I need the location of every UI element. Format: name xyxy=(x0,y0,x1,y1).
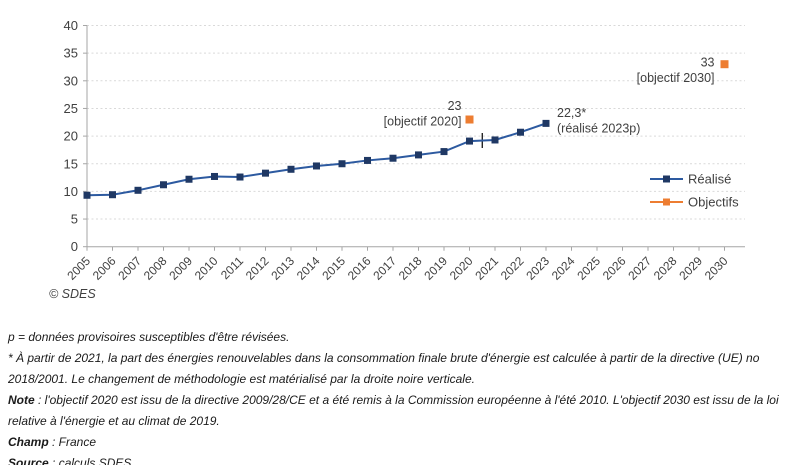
footnote-prefix: Champ xyxy=(8,435,49,449)
footnote-prefix: Note xyxy=(8,393,35,407)
annotation-0-line-1: [objectif 2020] xyxy=(384,115,462,129)
x-tick-label: 2020 xyxy=(447,254,476,283)
x-tick-label: 2019 xyxy=(421,254,450,283)
footnote-provisional: p = données provisoires susceptibles d'ê… xyxy=(8,327,794,348)
footnote-note: Note : l'objectif 2020 est issu de la di… xyxy=(8,390,794,432)
legend-label: Réalisé xyxy=(688,172,731,187)
footnote-text: : l'objectif 2020 est issu de la directi… xyxy=(8,393,779,428)
x-tick-label: 2013 xyxy=(268,254,297,283)
line-chart: 0510152025303540200520062007200820092010… xyxy=(64,18,745,283)
legend-label: Objectifs xyxy=(688,195,739,210)
x-tick-label: 2025 xyxy=(574,254,603,283)
x-tick-label: 2030 xyxy=(702,254,731,283)
credit: © SDES xyxy=(49,287,96,301)
x-tick-label: 2022 xyxy=(498,254,527,283)
series-line-réalisé xyxy=(86,122,547,197)
footnote-text: p = données provisoires susceptibles d'ê… xyxy=(8,330,290,344)
data-point-objectifs-2030[interactable] xyxy=(720,60,729,69)
data-point-objectifs-2020[interactable] xyxy=(465,115,474,124)
x-tick-label: 2026 xyxy=(600,254,629,283)
x-tick-label: 2012 xyxy=(243,254,272,283)
x-tick-label: 2010 xyxy=(192,254,221,283)
x-tick-label: 2009 xyxy=(166,254,195,283)
x-tick-label: 2021 xyxy=(472,254,501,283)
legend-marker xyxy=(663,175,670,183)
y-tick-label: 20 xyxy=(64,129,78,144)
data-point-réalisé-2020[interactable] xyxy=(466,137,473,145)
data-point-réalisé-2011[interactable] xyxy=(236,173,244,181)
data-point-réalisé-2022[interactable] xyxy=(517,128,524,136)
x-tick-label: 2027 xyxy=(625,254,654,283)
legend-marker xyxy=(663,198,670,206)
x-tick-label: 2028 xyxy=(651,254,680,283)
x-tick-label: 2029 xyxy=(676,254,705,283)
x-tick-label: 2008 xyxy=(141,254,170,283)
data-point-réalisé-2009[interactable] xyxy=(185,175,193,183)
annotation-2-line-1: [objectif 2030] xyxy=(637,71,715,85)
x-tick-label: 2018 xyxy=(396,254,425,283)
x-tick-label: 2011 xyxy=(218,254,246,282)
legend-item-objectifs[interactable]: Objectifs xyxy=(650,195,739,210)
y-tick-label: 30 xyxy=(64,73,78,88)
data-point-réalisé-2014[interactable] xyxy=(313,162,320,170)
data-point-réalisé-2015[interactable] xyxy=(338,160,346,168)
x-tick-label: 2007 xyxy=(115,254,144,283)
y-tick-label: 25 xyxy=(64,101,78,116)
x-tick-label: 2017 xyxy=(370,254,399,283)
footnote-source: Source : calculs SDES xyxy=(8,453,794,465)
y-tick-label: 5 xyxy=(71,212,78,227)
footnote-text: : France xyxy=(48,435,97,449)
footnote-prefix: Source xyxy=(8,456,49,465)
x-tick-label: 2024 xyxy=(549,254,578,283)
annotation-0-line-0: 23 xyxy=(448,99,462,113)
annotation-2-line-0: 33 xyxy=(701,56,715,70)
x-tick-label: 2006 xyxy=(90,254,119,283)
data-point-réalisé-2023[interactable] xyxy=(542,119,550,127)
data-point-réalisé-2005[interactable] xyxy=(83,191,91,199)
x-tick-label: 2015 xyxy=(319,254,348,283)
data-point-réalisé-2017[interactable] xyxy=(389,154,397,162)
legend-item-réalisé[interactable]: Réalisé xyxy=(650,172,731,187)
data-point-réalisé-2010[interactable] xyxy=(211,172,218,180)
footnotes: p = données provisoires susceptibles d'ê… xyxy=(8,327,794,465)
annotation-1-line-1: (réalisé 2023p) xyxy=(557,121,640,135)
x-tick-label: 2023 xyxy=(523,254,552,283)
footnote-directive: * À partir de 2021, la part des énergies… xyxy=(8,348,794,390)
data-point-réalisé-2008[interactable] xyxy=(160,181,167,189)
data-point-réalisé-2019[interactable] xyxy=(440,148,448,156)
annotation-1-line-0: 22,3* xyxy=(557,106,586,120)
data-point-réalisé-2018[interactable] xyxy=(415,151,422,159)
data-point-réalisé-2006[interactable] xyxy=(109,191,116,199)
footnote-text: * À partir de 2021, la part des énergies… xyxy=(8,351,760,386)
y-tick-label: 0 xyxy=(71,239,78,254)
y-tick-label: 10 xyxy=(64,184,78,199)
data-point-réalisé-2016[interactable] xyxy=(364,156,371,164)
footnote-champ: Champ : France xyxy=(8,432,794,453)
data-point-réalisé-2021[interactable] xyxy=(491,136,499,144)
data-point-réalisé-2013[interactable] xyxy=(287,165,295,173)
x-tick-label: 2005 xyxy=(64,254,93,283)
data-point-réalisé-2012[interactable] xyxy=(262,169,269,177)
y-tick-label: 40 xyxy=(64,18,78,33)
y-tick-label: 35 xyxy=(64,46,78,61)
footnote-text: : calculs SDES xyxy=(48,456,132,465)
chart-area: 0 5 10 15 20 25 30 35 40 2005 2006 2007 2008 2009 2010… xyxy=(64,18,745,283)
x-tick-label: 2014 xyxy=(294,254,323,283)
y-tick-label: 15 xyxy=(64,156,78,171)
x-tick-label: 2016 xyxy=(345,254,374,283)
data-point-réalisé-2007[interactable] xyxy=(134,186,142,194)
